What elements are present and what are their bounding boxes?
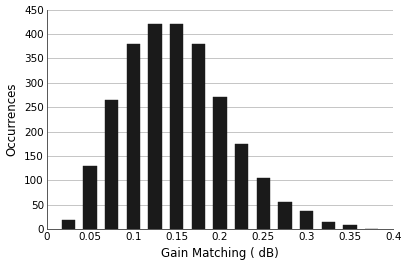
- X-axis label: Gain Matching ( dB): Gain Matching ( dB): [161, 247, 279, 260]
- Bar: [105, 100, 118, 229]
- Bar: [148, 24, 162, 229]
- Bar: [300, 211, 313, 229]
- Bar: [322, 222, 335, 229]
- Bar: [127, 44, 140, 229]
- Bar: [235, 144, 248, 229]
- Y-axis label: Occurrences: Occurrences: [6, 82, 19, 156]
- Bar: [170, 24, 183, 229]
- Bar: [61, 220, 75, 229]
- Bar: [278, 202, 291, 229]
- Bar: [213, 97, 227, 229]
- Bar: [192, 44, 205, 229]
- Bar: [83, 166, 97, 229]
- Bar: [256, 178, 270, 229]
- Bar: [343, 225, 357, 229]
